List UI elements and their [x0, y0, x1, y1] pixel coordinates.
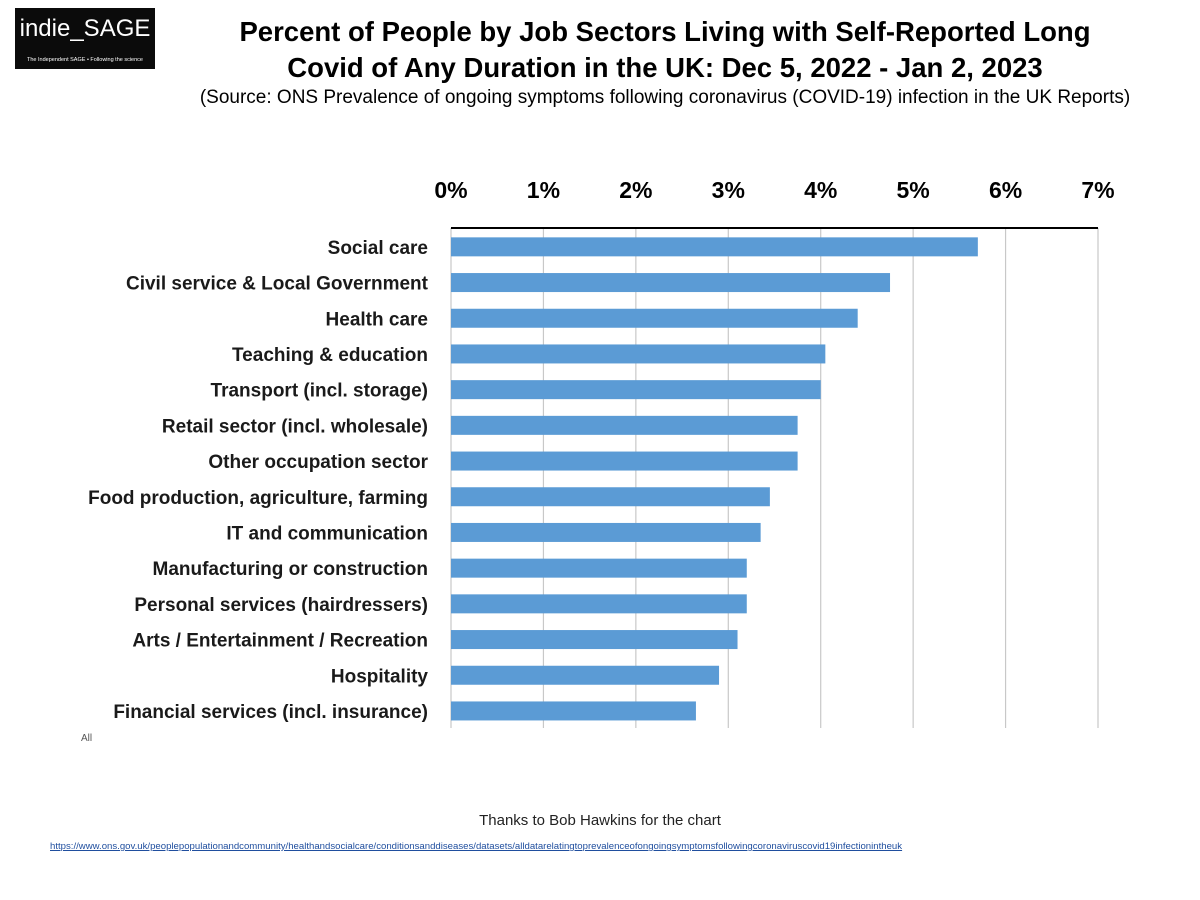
source-link[interactable]: https://www.ons.gov.uk/peoplepopulationa… [50, 841, 903, 852]
logo-name: indie_SAGE [19, 15, 151, 42]
bar [451, 415, 798, 435]
category-label: Manufacturing or construction [153, 559, 429, 580]
x-tick-label: 5% [897, 177, 930, 203]
bar [451, 451, 798, 471]
category-label: Food production, agriculture, farming [88, 488, 428, 509]
category-label: Health care [326, 309, 428, 330]
x-tick-label: 4% [804, 177, 837, 203]
bar [451, 630, 738, 650]
category-label: Financial services (incl. insurance) [113, 702, 428, 723]
bar [451, 273, 891, 293]
category-label: Personal services (hairdressers) [134, 595, 428, 616]
bar [451, 701, 696, 721]
x-axis-tick-labels: 0% 1% 2% 3% 4% 5% 6% 7% [434, 177, 1114, 203]
category-label: Civil service & Local Government [126, 274, 429, 295]
bar [451, 558, 747, 578]
category-label: Arts / Entertainment / Recreation [132, 631, 428, 652]
category-label: Other occupation sector [208, 452, 428, 473]
gridlines [450, 228, 1099, 728]
bar [451, 487, 770, 507]
x-tick-label: 7% [1081, 177, 1114, 203]
x-tick-label: 3% [712, 177, 745, 203]
category-labels: Social care Civil service & Local Governm… [88, 238, 429, 723]
category-label: Hospitality [331, 666, 429, 687]
x-tick-label: 6% [989, 177, 1022, 203]
bar [451, 380, 821, 400]
corner-mark: All [81, 733, 93, 744]
bar [451, 344, 826, 364]
bar [451, 237, 978, 257]
chart-title-line-1: Percent of People by Job Sectors Living … [239, 16, 1091, 47]
x-tick-label: 0% [434, 177, 467, 203]
logo-tagline: The Independent SAGE • Following the sci… [27, 57, 143, 63]
bar-chart: 0% 1% 2% 3% 4% 5% 6% 7% Social care Civil servic… [88, 177, 1115, 728]
bar [451, 308, 858, 328]
bar [451, 594, 747, 614]
x-tick-label: 2% [619, 177, 652, 203]
chart-credit: Thanks to Bob Hawkins for the chart [479, 812, 721, 829]
indie-sage-logo: indie_SAGE The Independent SAGE • Follow… [15, 8, 155, 69]
bar [451, 522, 761, 542]
category-label: Social care [328, 238, 428, 259]
chart-title-line-2: Covid of Any Duration in the UK: Dec 5, … [287, 52, 1043, 83]
bars [451, 237, 978, 721]
chart-subtitle: (Source: ONS Prevalence of ongoing sympt… [199, 87, 1131, 108]
category-label: Transport (incl. storage) [211, 381, 428, 402]
bar [451, 665, 720, 685]
category-label: Teaching & education [232, 345, 428, 366]
category-label: IT and communication [226, 523, 428, 544]
category-label: Retail sector (incl. wholesale) [162, 416, 428, 437]
x-tick-label: 1% [527, 177, 560, 203]
